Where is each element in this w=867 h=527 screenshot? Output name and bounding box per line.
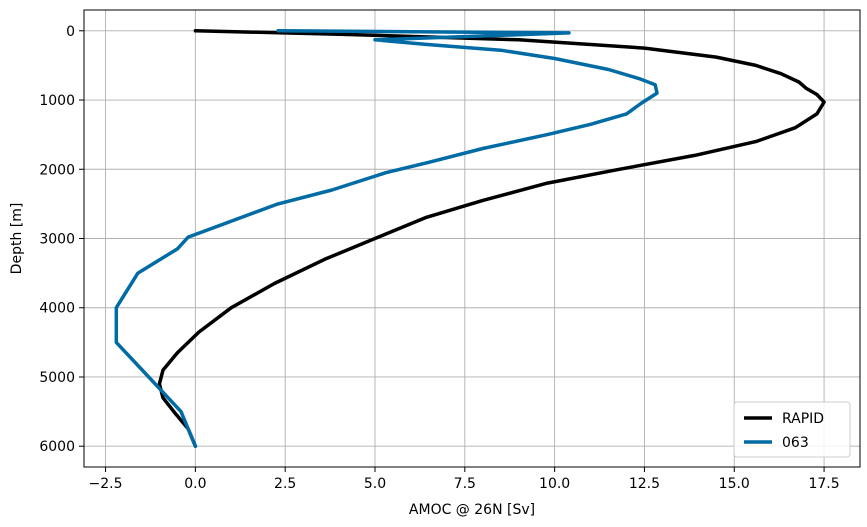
y-tick-label: 2000 (39, 162, 75, 178)
y-tick-label: 4000 (39, 301, 75, 317)
x-tick-label: 7.5 (454, 476, 476, 492)
x-tick-label: 15.0 (719, 476, 750, 492)
legend-label: 063 (782, 435, 809, 451)
y-tick-label: 0 (66, 24, 75, 40)
y-tick-label: 6000 (39, 439, 75, 455)
series-line-model (114, 29, 659, 448)
x-tick-label: 12.5 (629, 476, 660, 492)
y-axis-label: Depth [m] (9, 203, 25, 275)
x-tick-label: 0.0 (184, 476, 206, 492)
x-tick-label: 5.0 (364, 476, 386, 492)
x-tick-label: 17.5 (808, 476, 839, 492)
y-tick-label: 1000 (39, 93, 75, 109)
y-tick-label: 5000 (39, 370, 75, 386)
tick-layer: −2.5 0.0 2.5 5.0 7.5 10.0 12.5 15.0 17.5 0 1000 200… (39, 24, 839, 492)
x-tick-label: 2.5 (274, 476, 296, 492)
series-layer (114, 29, 826, 448)
x-axis-label: AMOC @ 26N [Sv] (409, 502, 535, 518)
x-tick-label: −2.5 (89, 476, 123, 492)
x-tick-label: 10.0 (539, 476, 570, 492)
y-tick-label: 3000 (39, 232, 75, 248)
legend: RAPID 063 (733, 401, 851, 458)
series-line-rapid (157, 29, 826, 448)
grid-layer (84, 10, 860, 467)
legend-label: RAPID (782, 411, 824, 427)
